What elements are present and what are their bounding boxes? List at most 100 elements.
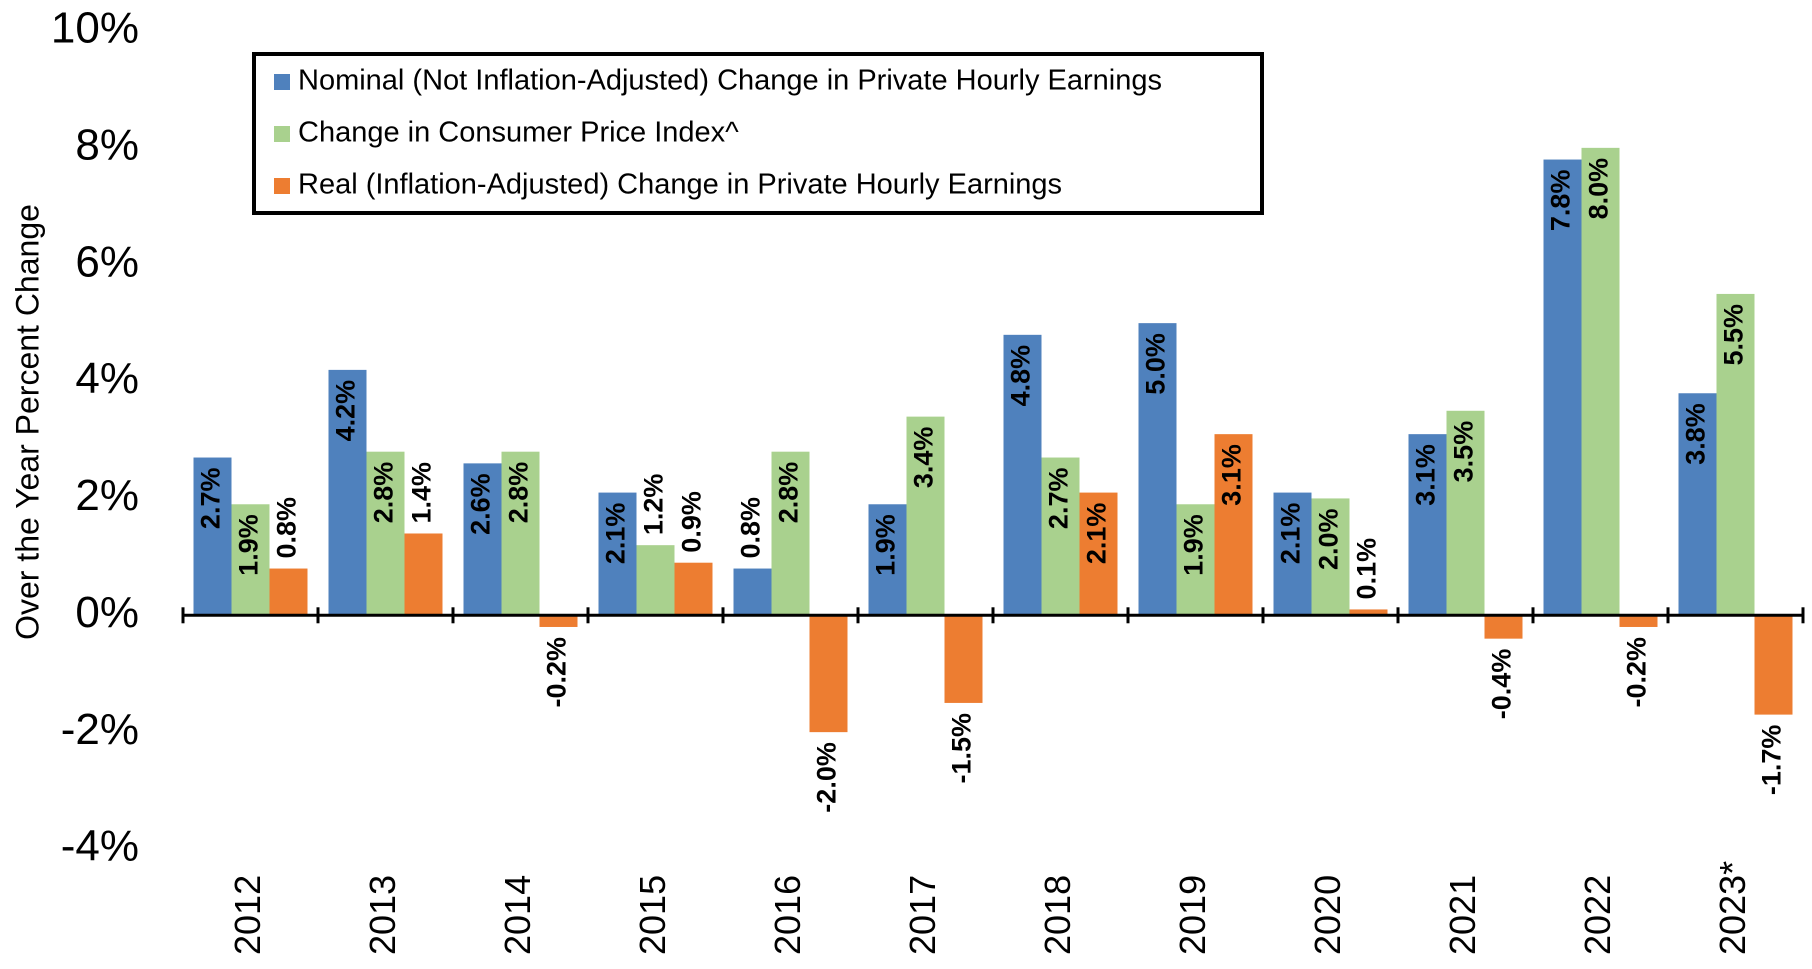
bar	[1619, 615, 1658, 627]
data-label: -1.7%	[1757, 725, 1787, 796]
legend-label: Real (Inflation-Adjusted) Change in Priv…	[298, 169, 1062, 201]
legend-swatch	[274, 126, 290, 142]
data-label: 0.8%	[272, 497, 302, 559]
bar	[906, 416, 945, 616]
data-label: 3.8%	[1681, 403, 1711, 465]
bar	[1408, 434, 1447, 616]
data-label: 8.0%	[1584, 158, 1614, 220]
bar	[463, 463, 502, 616]
legend-label: Nominal (Not Inflation-Adjusted) Change …	[298, 65, 1162, 97]
data-label: 5.5%	[1719, 304, 1749, 366]
y-tick-label: 6%	[75, 237, 139, 286]
bar	[1543, 159, 1582, 616]
data-label: 2.7%	[1044, 468, 1074, 530]
legend-swatch	[274, 74, 290, 90]
x-tick-label: 2017	[902, 875, 943, 955]
data-label: 1.9%	[1179, 514, 1209, 576]
data-label: 2.8%	[774, 462, 804, 524]
bar	[598, 492, 637, 616]
bar	[1754, 615, 1793, 715]
bar	[1678, 393, 1717, 616]
bar	[1003, 334, 1042, 616]
bar	[1484, 615, 1523, 639]
x-tick-label: 2021	[1442, 875, 1483, 955]
data-label: -1.5%	[947, 713, 977, 784]
bar	[1446, 410, 1485, 616]
bar	[1716, 293, 1755, 616]
y-tick-label: 10%	[51, 4, 139, 53]
bar	[1138, 323, 1177, 616]
data-label: 0.9%	[677, 491, 707, 553]
bar	[868, 504, 907, 616]
bar	[1176, 504, 1215, 616]
data-label: 0.1%	[1352, 538, 1382, 600]
data-label: 1.9%	[234, 514, 264, 576]
data-label: 3.4%	[909, 427, 939, 489]
bar	[1041, 457, 1080, 616]
bar	[404, 533, 443, 616]
data-label: 3.1%	[1217, 444, 1247, 506]
data-label: 1.2%	[639, 474, 669, 536]
data-label: 5.0%	[1141, 333, 1171, 395]
y-tick-label: 8%	[75, 120, 139, 169]
bar	[771, 451, 810, 616]
bar	[809, 615, 848, 733]
data-label: 0.8%	[736, 497, 766, 559]
bar	[1349, 609, 1388, 616]
legend-label: Change in Consumer Price Index^	[298, 117, 739, 149]
bar	[1273, 492, 1312, 616]
bar	[674, 562, 713, 616]
data-label: 7.8%	[1546, 170, 1576, 232]
data-label: -0.2%	[1622, 637, 1652, 708]
data-label: -0.2%	[542, 637, 572, 708]
y-tick-label: -2%	[61, 705, 139, 754]
y-tick-label: 4%	[75, 354, 139, 403]
bar	[1214, 434, 1253, 616]
bar	[501, 451, 540, 616]
data-label: 1.4%	[407, 462, 437, 524]
data-label: 2.1%	[1276, 503, 1306, 565]
data-label: 2.8%	[369, 462, 399, 524]
x-tick-label: 2018	[1037, 875, 1078, 955]
bar	[636, 545, 675, 616]
bar	[193, 457, 232, 616]
data-label: -0.4%	[1487, 649, 1517, 720]
x-tick-label: 2015	[632, 875, 673, 955]
bar	[1311, 498, 1350, 616]
x-tick-label: 2019	[1172, 875, 1213, 955]
bar	[366, 451, 405, 616]
bar	[1079, 492, 1118, 616]
y-axis-label: Over the Year Percent Change	[9, 204, 45, 640]
bar	[328, 369, 367, 616]
x-tick-label: 2023*	[1712, 861, 1753, 955]
data-label: 2.0%	[1314, 508, 1344, 570]
x-tick-label: 2014	[497, 875, 538, 955]
bar	[733, 568, 772, 616]
data-label: 2.1%	[601, 503, 631, 565]
bar	[944, 615, 983, 703]
y-tick-label: 0%	[75, 588, 139, 637]
bar	[269, 568, 308, 616]
x-tick-label: 2022	[1577, 875, 1618, 955]
data-label: 2.1%	[1082, 503, 1112, 565]
legend-box	[252, 52, 1264, 215]
y-tick-label: -4%	[61, 822, 139, 871]
x-tick-label: 2020	[1307, 875, 1348, 955]
bar	[539, 615, 578, 627]
y-tick-label: 2%	[75, 471, 139, 520]
data-label: 2.6%	[466, 473, 496, 535]
data-label: 4.2%	[331, 380, 361, 442]
data-label: 3.1%	[1411, 444, 1441, 506]
x-tick-label: 2013	[362, 875, 403, 955]
data-label: 2.7%	[196, 468, 226, 530]
x-tick-label: 2016	[767, 875, 808, 955]
x-tick-label: 2012	[227, 875, 268, 955]
data-label: 4.8%	[1006, 345, 1036, 407]
data-label: 2.8%	[504, 462, 534, 524]
bar	[1581, 147, 1620, 616]
bar	[231, 504, 270, 616]
data-label: 1.9%	[871, 514, 901, 576]
legend-swatch	[274, 178, 290, 194]
data-label: 3.5%	[1449, 421, 1479, 483]
